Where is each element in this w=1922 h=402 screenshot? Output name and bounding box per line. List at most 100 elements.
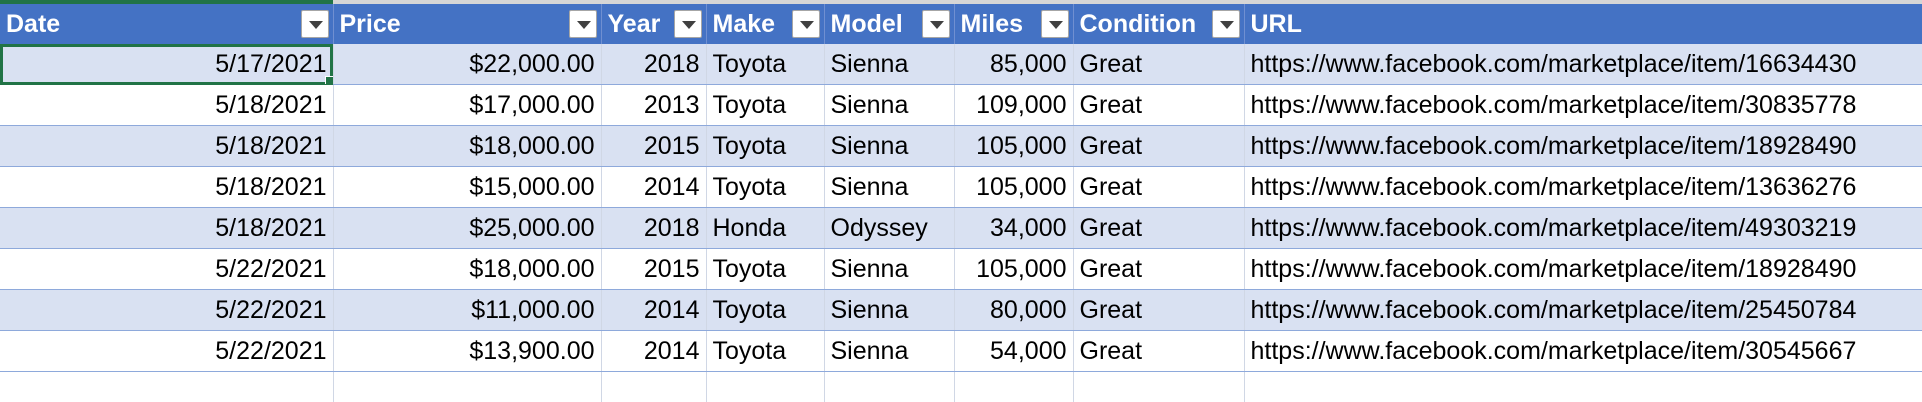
cell-miles[interactable]: 105,000 <box>954 125 1074 167</box>
cell-condition[interactable]: Great <box>1073 330 1245 372</box>
cell-year[interactable]: 2014 <box>601 289 707 331</box>
cell-condition[interactable]: Great <box>1073 289 1245 331</box>
cell-price[interactable]: $17,000.00 <box>333 84 602 126</box>
cell-price[interactable]: $18,000.00 <box>333 125 602 167</box>
cell-date[interactable]: 5/18/2021 <box>0 84 334 126</box>
cell-model[interactable]: Sienna <box>824 84 955 126</box>
cell-model[interactable]: Sienna <box>824 330 955 372</box>
cell-date[interactable]: 5/17/2021 <box>0 44 334 85</box>
cell-miles[interactable]: 54,000 <box>954 330 1074 372</box>
empty-cell[interactable] <box>706 371 825 402</box>
cell-url[interactable]: https://www.facebook.com/marketplace/ite… <box>1244 84 1922 126</box>
cell-url[interactable]: https://www.facebook.com/marketplace/ite… <box>1244 166 1922 208</box>
cell-date[interactable]: 5/22/2021 <box>0 248 334 290</box>
cell-url[interactable]: https://www.facebook.com/marketplace/ite… <box>1244 248 1922 290</box>
column-header-condition[interactable]: Condition <box>1073 4 1245 44</box>
cell-miles[interactable]: 85,000 <box>954 44 1074 85</box>
column-header-label: Date <box>6 10 61 38</box>
cell-condition[interactable]: Great <box>1073 166 1245 208</box>
cell-model[interactable]: Sienna <box>824 44 955 85</box>
table-row: 5/18/2021 $18,000.00 2015 Toyota Sienna … <box>0 125 1922 167</box>
empty-cell[interactable] <box>954 371 1074 402</box>
cell-url[interactable]: https://www.facebook.com/marketplace/ite… <box>1244 125 1922 167</box>
filter-dropdown-icon[interactable] <box>568 10 597 38</box>
cell-miles[interactable]: 109,000 <box>954 84 1074 126</box>
data-table: Date Price Year Make Model Miles Conditi… <box>0 4 1922 402</box>
column-header-rule <box>0 0 1922 4</box>
cell-miles[interactable]: 105,000 <box>954 248 1074 290</box>
cell-date[interactable]: 5/18/2021 <box>0 125 334 167</box>
cell-make[interactable]: Honda <box>706 207 825 249</box>
empty-cell[interactable] <box>0 371 334 402</box>
cell-year[interactable]: 2014 <box>601 330 707 372</box>
table-row: 5/22/2021 $13,900.00 2014 Toyota Sienna … <box>0 330 1922 372</box>
column-header-url[interactable]: URL <box>1244 4 1922 44</box>
cell-year[interactable]: 2013 <box>601 84 707 126</box>
cell-price[interactable]: $15,000.00 <box>333 166 602 208</box>
filter-dropdown-icon[interactable] <box>300 10 329 38</box>
column-header-price[interactable]: Price <box>333 4 602 44</box>
column-header-miles[interactable]: Miles <box>954 4 1074 44</box>
filter-dropdown-icon[interactable] <box>1211 10 1240 38</box>
cell-year[interactable]: 2015 <box>601 248 707 290</box>
cell-miles[interactable]: 105,000 <box>954 166 1074 208</box>
filter-dropdown-icon[interactable] <box>791 10 820 38</box>
filter-dropdown-icon[interactable] <box>673 10 702 38</box>
cell-model[interactable]: Sienna <box>824 248 955 290</box>
cell-date[interactable]: 5/22/2021 <box>0 289 334 331</box>
cell-model[interactable]: Sienna <box>824 289 955 331</box>
cell-year[interactable]: 2014 <box>601 166 707 208</box>
cell-year[interactable]: 2018 <box>601 44 707 85</box>
column-header-date[interactable]: Date <box>0 4 334 44</box>
cell-url[interactable]: https://www.facebook.com/marketplace/ite… <box>1244 330 1922 372</box>
table-row: 5/18/2021 $25,000.00 2018 Honda Odyssey … <box>0 207 1922 249</box>
cell-make[interactable]: Toyota <box>706 248 825 290</box>
table-row: 5/22/2021 $18,000.00 2015 Toyota Sienna … <box>0 248 1922 290</box>
empty-row <box>0 371 1922 402</box>
cell-miles[interactable]: 34,000 <box>954 207 1074 249</box>
cell-year[interactable]: 2018 <box>601 207 707 249</box>
filter-dropdown-icon[interactable] <box>921 10 950 38</box>
column-header-make[interactable]: Make <box>706 4 825 44</box>
cell-model[interactable]: Sienna <box>824 125 955 167</box>
cell-condition[interactable]: Great <box>1073 84 1245 126</box>
column-header-year[interactable]: Year <box>601 4 707 44</box>
cell-make[interactable]: Toyota <box>706 330 825 372</box>
cell-condition[interactable]: Great <box>1073 44 1245 85</box>
fill-handle[interactable] <box>324 76 332 84</box>
column-header-label: Miles <box>960 10 1024 38</box>
cell-price[interactable]: $11,000.00 <box>333 289 602 331</box>
empty-cell[interactable] <box>1244 371 1922 402</box>
cell-url[interactable]: https://www.facebook.com/marketplace/ite… <box>1244 44 1922 85</box>
cell-make[interactable]: Toyota <box>706 289 825 331</box>
cell-condition[interactable]: Great <box>1073 248 1245 290</box>
cell-model[interactable]: Odyssey <box>824 207 955 249</box>
cell-make[interactable]: Toyota <box>706 125 825 167</box>
cell-make[interactable]: Toyota <box>706 166 825 208</box>
cell-model[interactable]: Sienna <box>824 166 955 208</box>
cell-date[interactable]: 5/18/2021 <box>0 207 334 249</box>
cell-date[interactable]: 5/22/2021 <box>0 330 334 372</box>
empty-cell[interactable] <box>333 371 602 402</box>
cell-url[interactable]: https://www.facebook.com/marketplace/ite… <box>1244 207 1922 249</box>
filter-dropdown-icon[interactable] <box>1040 10 1069 38</box>
empty-cell[interactable] <box>1073 371 1245 402</box>
cell-date[interactable]: 5/18/2021 <box>0 166 334 208</box>
cell-price[interactable]: $22,000.00 <box>333 44 602 85</box>
empty-cell[interactable] <box>601 371 707 402</box>
cell-condition[interactable]: Great <box>1073 125 1245 167</box>
cell-url[interactable]: https://www.facebook.com/marketplace/ite… <box>1244 289 1922 331</box>
cell-make[interactable]: Toyota <box>706 84 825 126</box>
cell-miles[interactable]: 80,000 <box>954 289 1074 331</box>
cell-condition[interactable]: Great <box>1073 207 1245 249</box>
cell-price[interactable]: $18,000.00 <box>333 248 602 290</box>
column-header-model[interactable]: Model <box>824 4 955 44</box>
cell-price[interactable]: $13,900.00 <box>333 330 602 372</box>
cell-price[interactable]: $25,000.00 <box>333 207 602 249</box>
cell-year[interactable]: 2015 <box>601 125 707 167</box>
empty-cell[interactable] <box>824 371 955 402</box>
column-header-label: URL <box>1250 10 1302 38</box>
selected-column-indicator <box>0 0 333 4</box>
cell-make[interactable]: Toyota <box>706 44 825 85</box>
